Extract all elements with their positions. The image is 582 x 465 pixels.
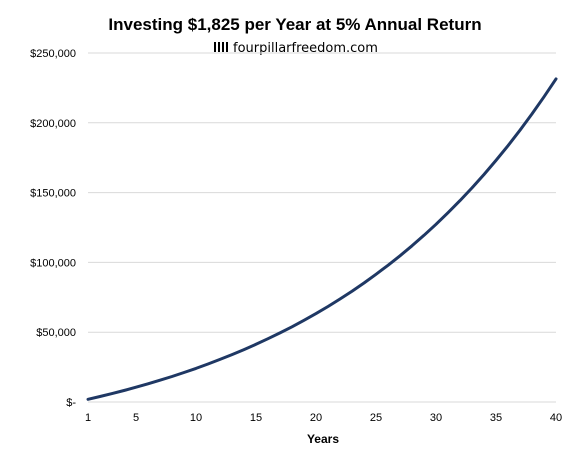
x-tick-label: 10 — [190, 412, 202, 424]
y-tick-label: $100,000 — [30, 257, 76, 269]
series-line — [86, 77, 558, 401]
y-tick-label: $50,000 — [36, 327, 76, 339]
x-tick-label: 15 — [250, 412, 262, 424]
x-tick-label: 1 — [85, 412, 91, 424]
gridlines — [88, 52, 556, 403]
chart-title: Investing $1,825 per Year at 5% Annual R… — [108, 15, 481, 34]
y-tick-label: $250,000 — [30, 48, 76, 60]
four-pillars-logo-icon — [214, 42, 228, 52]
y-tick-label: $- — [66, 397, 76, 409]
x-tick-label: 5 — [133, 412, 139, 424]
x-axis-label: Years — [307, 432, 339, 446]
x-tick-label: 40 — [550, 412, 562, 424]
x-axis: 1 5 10 15 20 25 30 35 40 — [85, 412, 562, 424]
x-tick-label: 35 — [490, 412, 502, 424]
y-tick-label: $200,000 — [30, 118, 76, 130]
series-layer — [86, 77, 558, 401]
chart-subtitle: fourpillarfreedom.com — [233, 41, 378, 56]
y-tick-label: $150,000 — [30, 188, 76, 200]
x-tick-label: 25 — [370, 412, 382, 424]
y-axis: $- $50,000 $100,000 $150,000 $200,000 $250,00… — [30, 48, 76, 409]
x-tick-label: 30 — [430, 412, 442, 424]
x-tick-label: 20 — [310, 412, 322, 424]
